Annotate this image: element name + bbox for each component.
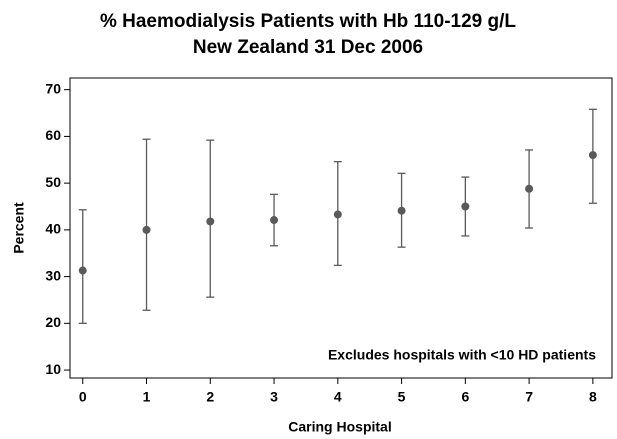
- x-tick-label: 1: [143, 389, 151, 405]
- y-tick-label: 60: [45, 127, 61, 143]
- y-tick-label: 20: [45, 314, 61, 330]
- x-tick-label: 0: [79, 389, 87, 405]
- chart-subtitle: New Zealand 31 Dec 2006: [193, 37, 423, 58]
- point: [142, 225, 151, 234]
- y-tick-label: 40: [45, 221, 61, 237]
- x-tick-label: 3: [270, 389, 278, 405]
- point: [397, 206, 406, 215]
- chart-title: % Haemodialysis Patients with Hb 110-129…: [100, 11, 516, 32]
- x-tick-label: 4: [334, 389, 342, 405]
- y-tick-label: 70: [45, 80, 61, 96]
- annotation: Excludes hospitals with <10 HD patients: [328, 347, 596, 363]
- x-tick-label: 5: [398, 389, 406, 405]
- point: [525, 184, 534, 193]
- point: [78, 266, 87, 275]
- x-tick-label: 7: [525, 389, 533, 405]
- y-tick-label: 30: [45, 267, 61, 283]
- x-tick-label: 6: [461, 389, 469, 405]
- point: [588, 151, 597, 160]
- y-tick-label: 50: [45, 174, 61, 190]
- x-axis-label: Caring Hospital: [288, 419, 391, 435]
- x-tick-label: 8: [589, 389, 597, 405]
- point: [270, 216, 279, 225]
- y-tick-label: 10: [45, 361, 61, 377]
- point: [333, 210, 342, 219]
- point: [461, 202, 470, 211]
- plot-frame: [69, 77, 613, 379]
- y-axis-label: Percent: [11, 202, 27, 254]
- point: [206, 217, 215, 226]
- x-tick-label: 2: [206, 389, 214, 405]
